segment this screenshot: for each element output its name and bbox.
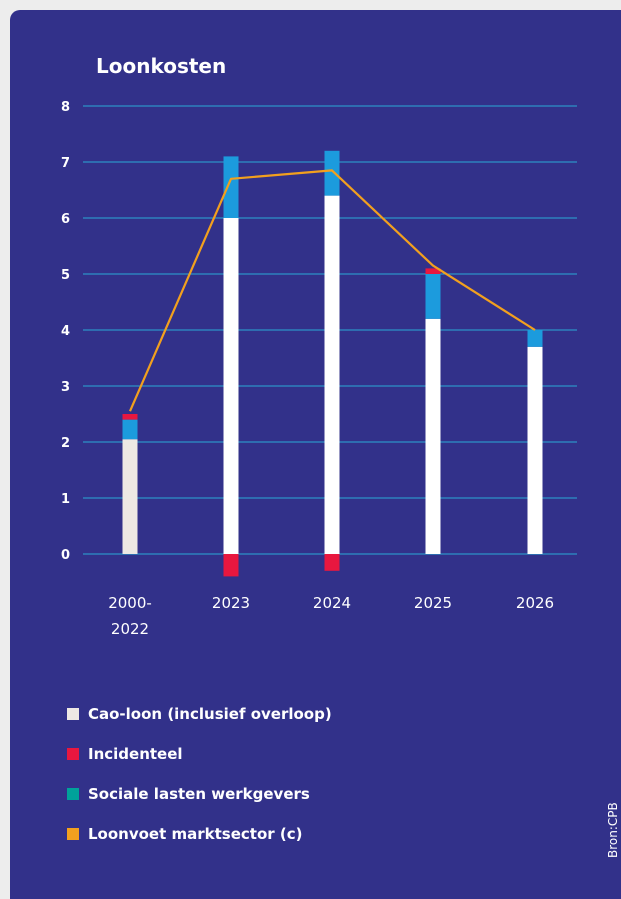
legend-item: Loonvoet marktsector (c) (67, 814, 332, 854)
y-tick-label: 8 (61, 100, 70, 115)
x-tick-label: 2024 (313, 594, 351, 612)
legend-label: Sociale lasten werkgevers (88, 785, 310, 803)
bar-incidenteel (324, 554, 340, 571)
y-tick-label: 2 (61, 436, 70, 451)
legend-item: Cao-loon (inclusief overloop) (67, 694, 332, 734)
bar-incidenteel (122, 414, 138, 420)
bar-cao-loon (425, 318, 441, 554)
bar-incidenteel (425, 268, 441, 274)
x-tick-label: 2022 (111, 620, 149, 638)
bar-cao-loon (223, 218, 239, 554)
bar-cao-loon (324, 195, 340, 554)
legend-label: Cao-loon (inclusief overloop) (88, 705, 332, 723)
legend-swatch (67, 788, 79, 800)
legend-swatch (67, 708, 79, 720)
legend-item: Sociale lasten werkgevers (67, 774, 332, 814)
line-loonvoet (128, 169, 536, 412)
chart-title: Loonkosten (96, 54, 227, 78)
bar-cao-loon (122, 439, 138, 554)
legend-label: Incidenteel (88, 745, 183, 763)
x-tick-label: 2023 (212, 594, 250, 612)
y-tick-label: 0 (61, 548, 70, 563)
bar-cao-loon (527, 346, 543, 554)
y-tick-label: 7 (61, 156, 70, 171)
bar-sociale-lasten (324, 150, 340, 196)
legend-item: Incidenteel (67, 734, 332, 774)
x-tick-label: 2000- (108, 594, 152, 612)
x-tick-label: 2025 (414, 594, 452, 612)
bar-sociale-lasten (425, 274, 441, 319)
y-tick-label: 3 (61, 380, 70, 395)
chart-legend: Cao-loon (inclusief overloop) Incidenteel… (67, 694, 332, 854)
bar-sociale-lasten (527, 330, 543, 347)
source-label: Bron:CPB (606, 802, 620, 858)
legend-swatch (67, 748, 79, 760)
x-tick-label: 2026 (516, 594, 554, 612)
bar-incidenteel (223, 554, 239, 577)
y-tick-label: 1 (61, 492, 70, 507)
bar-sociale-lasten (122, 419, 138, 440)
y-tick-label: 4 (61, 324, 70, 339)
legend-swatch (67, 828, 79, 840)
y-tick-label: 5 (61, 268, 70, 283)
bar-sociale-lasten (223, 156, 239, 218)
chart-plot-area: 0 1 2 3 4 5 6 7 8 2000- 2022 2023 2024 2025 2026 (61, 100, 577, 638)
y-tick-label: 6 (61, 212, 70, 227)
chart-card: Loonkosten 0 1 2 3 4 5 6 7 8 2000- 2022 2023 2024 202… (10, 10, 621, 899)
legend-label: Loonvoet marktsector (c) (88, 825, 303, 843)
